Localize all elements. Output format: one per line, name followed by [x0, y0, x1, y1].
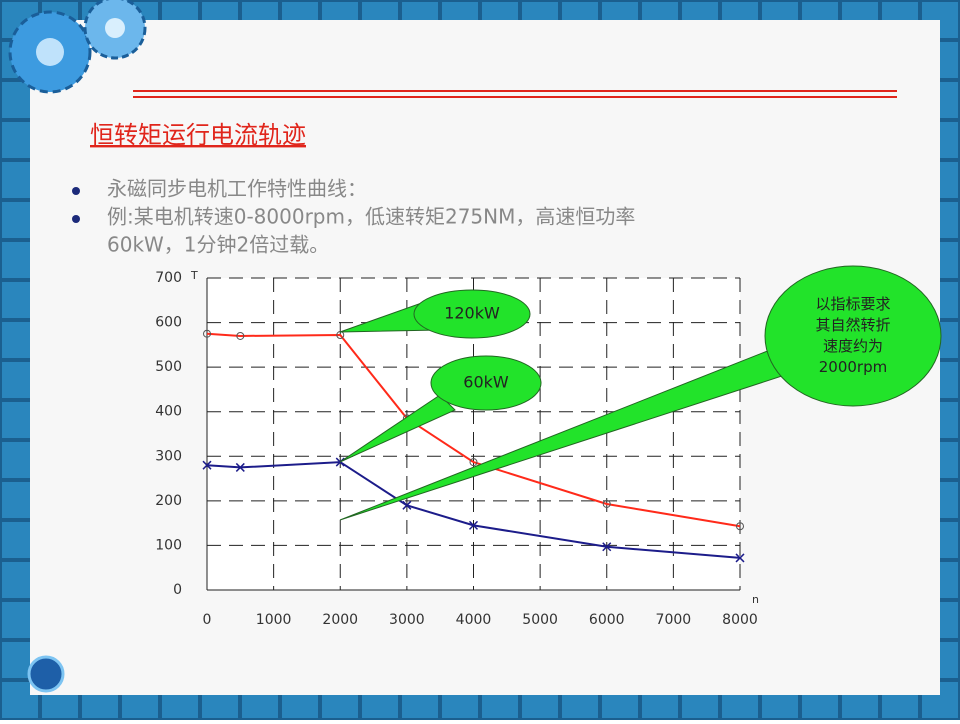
point-marker: [402, 500, 412, 510]
point-marker: [736, 522, 744, 531]
gear-icon: [8, 0, 147, 94]
callout-bubble: [413, 289, 531, 339]
callout-text: 以指标要求: [815, 295, 890, 313]
y-tick-label: 100: [155, 537, 182, 553]
bullet-list: 永磁同步电机工作特性曲线： 例:某电机转速0-8000rpm，低速转矩275NM，…: [72, 177, 635, 257]
y-tick-label: 600: [155, 315, 182, 331]
point-marker: [468, 520, 479, 530]
callout: 60kW: [339, 355, 542, 463]
y-tick-label: 700: [155, 270, 182, 286]
x-tick-label: 8000: [722, 612, 758, 628]
point-marker: [236, 331, 245, 340]
y-tick-label: 300: [155, 448, 182, 464]
y-tick-label: 0: [173, 582, 182, 598]
bullet-text: 60kW，1分钟2倍过载。: [107, 233, 329, 257]
bullet-dot: [72, 215, 80, 223]
globe-icon: [27, 655, 65, 693]
callout-text: 其自然转折: [815, 316, 890, 334]
point-marker: [202, 460, 212, 470]
point-marker: [469, 458, 478, 467]
y-axis-label: T: [190, 269, 198, 282]
callout: 120kW: [339, 289, 531, 339]
x-tick-label: 3000: [389, 612, 425, 628]
y-tick-label: 500: [155, 359, 182, 375]
x-tick-label: 7000: [656, 612, 692, 628]
bullet-text: 例:某电机转速0-8000rpm，低速转矩275NM，高速恒功率: [107, 205, 635, 229]
callout-bubble: [430, 355, 542, 411]
callout-text: 2000rpm: [819, 358, 887, 376]
callout-text: 速度约为: [823, 337, 883, 355]
bullet-dot: [72, 187, 80, 195]
x-tick-label: 5000: [522, 612, 558, 628]
point-marker: [602, 542, 612, 552]
point-marker: [602, 499, 611, 508]
y-tick-label: 200: [155, 493, 182, 509]
x-axis-label: n: [752, 593, 759, 606]
x-tick-label: 2000: [322, 612, 358, 628]
callout-text: 60kW: [463, 373, 509, 392]
point-marker: [735, 553, 745, 563]
point-marker: [235, 462, 245, 472]
slide-title: 恒转矩运行电流轨迹: [90, 121, 306, 149]
bullet-text: 永磁同步电机工作特性曲线：: [107, 177, 367, 201]
x-tick-label: 1000: [256, 612, 292, 628]
x-tick-label: 0: [203, 612, 212, 628]
y-tick-label: 400: [155, 404, 182, 420]
callout-text: 120kW: [444, 304, 500, 323]
x-tick-label: 4000: [456, 612, 492, 628]
x-tick-label: 6000: [589, 612, 625, 628]
point-marker: [203, 329, 211, 338]
callout-bubble: [764, 265, 942, 407]
